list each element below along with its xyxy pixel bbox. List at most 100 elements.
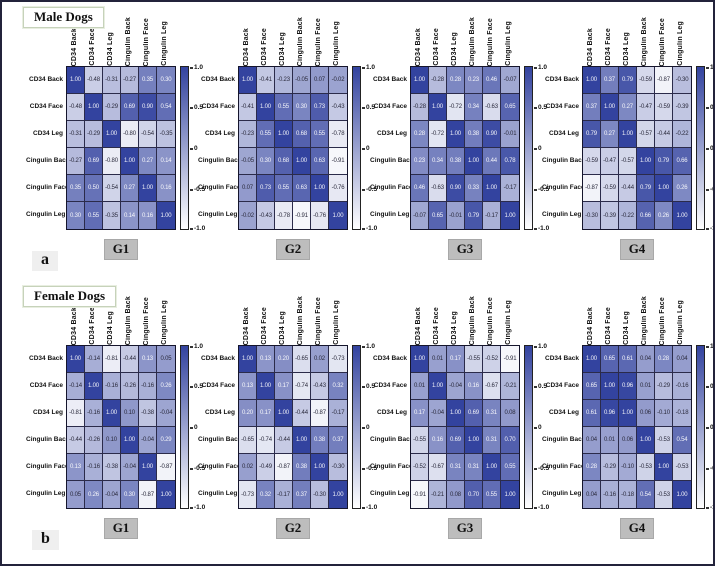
heatmap-cell: -0.57 <box>637 121 655 148</box>
column-label: Cingulin Face <box>659 17 666 67</box>
heatmap-cell: -0.78 <box>329 121 347 148</box>
column-label: CD34 Face <box>89 28 96 66</box>
row-labels: CD34 Back CD34 Face CD34 Leg Cingulin Back C… <box>198 66 241 230</box>
heatmap-cell: -0.52 <box>483 346 501 373</box>
heatmap-cell: -0.29 <box>655 373 673 400</box>
heatmap-cell: 0.17 <box>411 400 429 427</box>
column-label: CD34 Back <box>415 27 422 66</box>
heatmap-cell: 1.00 <box>67 346 85 373</box>
heatmap-cell: -0.44 <box>121 346 139 373</box>
heatmap-cell: -0.72 <box>429 121 447 148</box>
colorbar-tick-mark <box>534 188 537 191</box>
colorbar-tick: 0.5 <box>362 383 375 390</box>
heatmap-cell: -0.23 <box>275 67 293 94</box>
heatmap-cell: -0.52 <box>411 454 429 481</box>
heatmap-cell: 1.00 <box>257 94 275 121</box>
heatmap-cell: 0.38 <box>447 148 465 175</box>
heatmap-cell: 0.73 <box>257 175 275 202</box>
heatmap-cell: -0.59 <box>655 94 673 121</box>
heatmap-cell: -0.87 <box>311 400 329 427</box>
heatmap-cell: -0.76 <box>329 175 347 202</box>
colorbar-tick-mark <box>706 66 709 69</box>
heatmap-cell: 0.01 <box>429 346 447 373</box>
row-label: CD34 Face <box>201 103 235 110</box>
heatmap-cell: 0.07 <box>239 175 257 202</box>
heatmap-cell: 0.44 <box>483 148 501 175</box>
heatmap-cell: -0.16 <box>139 373 157 400</box>
colorbar-tick-mark <box>190 467 193 470</box>
row-label: Cingulin Face <box>26 184 69 191</box>
colorbar-tick-label: 1.0 <box>710 64 714 71</box>
colorbar-tick: 0 <box>534 145 542 152</box>
heatmap-cell: 1.00 <box>583 67 601 94</box>
heatmap-cell: 0.17 <box>275 373 293 400</box>
row-label: CD34 Back <box>201 76 235 83</box>
heatmap-cell: 1.00 <box>501 202 519 229</box>
panel-label-badge: G3 <box>447 239 483 260</box>
heatmap-cell: 0.65 <box>429 202 447 229</box>
heatmap-cell: 0.17 <box>257 400 275 427</box>
heatmap-cell: -0.63 <box>429 175 447 202</box>
colorbar-tick-mark <box>706 385 709 388</box>
colorbar-tick-mark <box>362 147 365 150</box>
row-label: Cingulin Leg <box>542 211 582 218</box>
heatmap-cell: 0.01 <box>411 373 429 400</box>
heatmap-cell: 0.31 <box>465 454 483 481</box>
row-label: Cingulin Face <box>198 184 241 191</box>
heatmap-cell: -0.21 <box>501 373 519 400</box>
column-label: CD34 Face <box>433 307 440 345</box>
heatmap-cell: 0.79 <box>583 121 601 148</box>
panel-label-badge: G2 <box>275 518 311 539</box>
panel-label-badge: G1 <box>103 239 139 260</box>
heatmap-cell: -0.01 <box>501 121 519 148</box>
heatmap-cell: 0.04 <box>583 481 601 508</box>
column-labels: CD34 Back CD34 Face CD34 Leg Cingulin Back C… <box>582 285 713 345</box>
row-label: CD34 Leg <box>205 409 235 416</box>
heatmap-cell: 0.23 <box>411 148 429 175</box>
heatmap-cell: 0.31 <box>447 454 465 481</box>
row-label: CD34 Face <box>29 382 63 389</box>
heatmap-cell: 0.14 <box>157 148 175 175</box>
colorbar-tick-mark <box>534 467 537 470</box>
heatmap-cell: -0.10 <box>655 400 673 427</box>
heatmap-cell: 0.69 <box>85 148 103 175</box>
heatmap-cell: -0.44 <box>275 427 293 454</box>
colorbar-tick-mark <box>362 227 365 230</box>
heatmap-cell: 1.00 <box>637 427 655 454</box>
heatmap-grid: 1.00 -0.14 -0.81 -0.44 0.13 0.05 -0.14 1.00 -0.1… <box>66 345 176 509</box>
colorbar-tick-label: 1.0 <box>538 343 548 350</box>
heatmap-cell: -0.17 <box>501 175 519 202</box>
male-dogs-section: Male Dogs CD34 Back CD34 Face CD34 Leg Cing… <box>2 2 713 281</box>
heatmap-cell: -0.53 <box>673 454 691 481</box>
colorbar-tick: -1.0 <box>534 504 549 511</box>
heatmap-cell: 1.00 <box>655 175 673 202</box>
colorbar-tick-label: -1.0 <box>710 504 713 511</box>
colorbar-tick-label: 0 <box>194 145 198 152</box>
heatmap-cell: 0.20 <box>275 346 293 373</box>
heatmap-cell: 0.27 <box>601 121 619 148</box>
colorbar-tick: -1.0 <box>362 225 377 232</box>
heatmap-cell: 1.00 <box>311 175 329 202</box>
heatmap-body: CD34 Back CD34 Face CD34 Leg Cingulin Back C… <box>370 343 549 511</box>
row-label: Cingulin Leg <box>370 211 410 218</box>
group-title-female: Female Dogs <box>21 285 118 308</box>
heatmap-cell: 0.26 <box>673 175 691 202</box>
colorbar-tick-label: 0 <box>710 145 714 152</box>
heatmap-cell: 1.00 <box>465 427 483 454</box>
heatmap-cell: -0.16 <box>673 373 691 400</box>
heatmap-cell: -0.27 <box>121 67 139 94</box>
heatmap-cell: 0.46 <box>483 67 501 94</box>
heatmap-cell: 0.55 <box>311 121 329 148</box>
heatmap-cell: 1.00 <box>429 94 447 121</box>
heatmap-cell: -0.14 <box>85 346 103 373</box>
column-label: CD34 Back <box>71 27 78 66</box>
heatmap-cell: -0.63 <box>483 94 501 121</box>
colorbar-tick-mark <box>534 106 537 109</box>
heatmap-cell: -0.31 <box>67 121 85 148</box>
heatmap-panel: CD34 Back CD34 Face CD34 Leg Cingulin Back C… <box>542 285 713 539</box>
panel-label-badge: G3 <box>447 518 483 539</box>
colorbar-tick-label: 0.5 <box>538 383 548 390</box>
colorbar-gradient <box>180 345 189 509</box>
heatmap-panel: CD34 Back CD34 Face CD34 Leg Cingulin Back C… <box>370 6 549 260</box>
heatmap-cell: 0.96 <box>619 373 637 400</box>
